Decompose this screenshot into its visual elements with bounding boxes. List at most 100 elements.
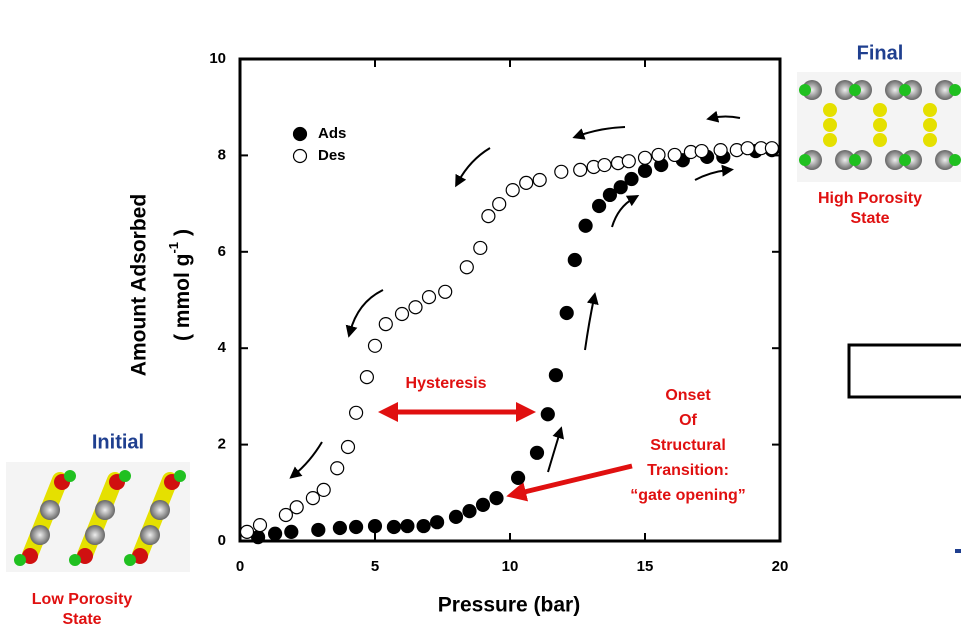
point xyxy=(567,252,582,268)
unit-sup: -1 xyxy=(166,242,181,254)
mark xyxy=(955,549,961,553)
point xyxy=(554,164,569,179)
point xyxy=(284,524,299,539)
point xyxy=(421,290,437,305)
point xyxy=(349,519,364,535)
text-line: High Porosity xyxy=(818,190,922,207)
initial-structure xyxy=(6,462,190,572)
legend-label: Des xyxy=(318,147,346,164)
final-structure xyxy=(797,72,961,182)
point xyxy=(540,407,555,422)
point xyxy=(473,240,488,256)
arrows xyxy=(289,110,741,479)
point xyxy=(311,522,326,538)
point xyxy=(448,509,464,525)
point xyxy=(459,260,474,275)
unit-text: ( mmol g xyxy=(171,254,194,342)
point xyxy=(289,500,304,515)
point xyxy=(489,491,504,506)
point xyxy=(268,526,283,541)
point xyxy=(378,317,393,332)
point xyxy=(252,517,268,533)
point xyxy=(359,370,374,385)
hysteresis-label: Hysteresis xyxy=(406,375,487,392)
initial-state: Low Porosity State xyxy=(32,591,133,628)
point xyxy=(332,520,347,536)
legend-marker xyxy=(292,148,308,164)
final-state: High Porosity State xyxy=(818,190,922,227)
point xyxy=(239,524,255,539)
y-tick-label: 4 xyxy=(218,339,227,356)
point xyxy=(591,198,607,214)
point xyxy=(438,284,453,299)
point xyxy=(559,305,574,321)
point xyxy=(316,482,331,498)
point xyxy=(492,196,507,212)
point xyxy=(694,143,709,159)
point xyxy=(416,518,431,534)
y-tick-label: 10 xyxy=(209,50,226,67)
point xyxy=(621,154,636,169)
y-tick-label: 8 xyxy=(218,146,226,163)
point xyxy=(624,171,639,187)
point xyxy=(613,180,628,195)
point xyxy=(505,183,520,198)
point xyxy=(573,162,588,177)
y-axis-label: Amount Adsorbed xyxy=(128,194,151,376)
x-tick-label: 20 xyxy=(772,558,789,575)
point xyxy=(408,300,423,315)
point xyxy=(713,142,728,158)
initial-title: Initial xyxy=(92,431,144,453)
y-axis-unit: ( mmol g-1) xyxy=(166,229,193,341)
point xyxy=(602,187,618,203)
point xyxy=(462,504,477,519)
point xyxy=(651,147,666,163)
text-line: “gate opening” xyxy=(630,487,746,504)
point xyxy=(386,519,401,535)
point xyxy=(519,175,534,190)
point xyxy=(532,172,547,188)
unit-end: ) xyxy=(171,229,194,236)
x-tick-label: 10 xyxy=(502,558,519,575)
text-line: State xyxy=(850,210,889,227)
y-tick-label: 6 xyxy=(218,243,226,260)
point xyxy=(764,141,780,156)
point xyxy=(510,470,526,485)
point xyxy=(740,141,755,156)
point xyxy=(529,445,545,460)
point xyxy=(481,209,496,224)
text-line: Of xyxy=(679,412,697,429)
point xyxy=(367,518,383,534)
legend-marker xyxy=(292,126,308,142)
box xyxy=(847,343,961,399)
point xyxy=(548,368,564,383)
final-title: Final xyxy=(857,42,904,64)
point xyxy=(578,218,593,233)
text-line: State xyxy=(62,611,101,628)
point xyxy=(430,515,445,530)
point xyxy=(667,147,682,163)
onset-arrow xyxy=(506,463,633,502)
point xyxy=(349,405,364,420)
x-tick-label: 5 xyxy=(371,558,379,575)
x-axis-label: Pressure (bar) xyxy=(438,594,580,617)
y-tick-label: 2 xyxy=(218,436,226,453)
point xyxy=(278,507,293,523)
point xyxy=(475,497,491,512)
text-line: Onset xyxy=(665,387,711,404)
onset-label: Onset Of Structural Transition: “gate openin… xyxy=(630,387,746,504)
point xyxy=(340,439,356,455)
y-tick-label: 0 xyxy=(218,532,226,549)
point xyxy=(637,150,653,165)
point xyxy=(637,163,653,178)
point xyxy=(400,518,415,534)
text-line: Transition: xyxy=(647,462,729,479)
legend-label: Ads xyxy=(318,125,346,142)
point xyxy=(394,306,410,322)
point xyxy=(597,157,612,173)
text-line: Low Porosity xyxy=(32,591,133,608)
text-line: Structural xyxy=(650,437,726,454)
point xyxy=(330,461,345,476)
x-tick-label: 0 xyxy=(236,558,244,575)
